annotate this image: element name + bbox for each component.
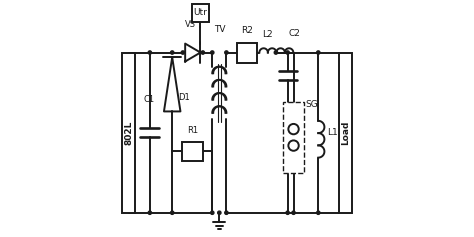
Text: Load: Load (341, 120, 350, 145)
Text: R1: R1 (187, 126, 198, 135)
Circle shape (292, 211, 295, 214)
Bar (192, 4, 209, 22)
Circle shape (210, 211, 214, 214)
Circle shape (210, 51, 214, 54)
Circle shape (317, 51, 320, 54)
Text: L1: L1 (327, 128, 337, 137)
Circle shape (148, 211, 152, 214)
Circle shape (225, 51, 228, 54)
Circle shape (225, 211, 228, 214)
Text: VS: VS (185, 20, 196, 29)
Text: SG: SG (305, 100, 318, 109)
Bar (122, 53, 135, 213)
Circle shape (317, 211, 320, 214)
Text: L2: L2 (262, 30, 273, 39)
Text: 802L: 802L (124, 120, 133, 145)
Circle shape (171, 51, 174, 54)
Bar (283, 102, 304, 173)
Circle shape (181, 51, 184, 54)
Bar (339, 53, 352, 213)
Circle shape (286, 51, 289, 54)
Polygon shape (164, 57, 181, 111)
Text: Utr: Utr (193, 9, 208, 18)
Circle shape (286, 211, 289, 214)
Text: C1: C1 (143, 95, 154, 104)
Circle shape (288, 140, 299, 151)
Text: D1: D1 (178, 93, 190, 102)
Circle shape (201, 51, 204, 54)
Polygon shape (185, 44, 201, 61)
Circle shape (274, 51, 277, 54)
Circle shape (218, 211, 221, 214)
Text: C2: C2 (289, 29, 301, 38)
Circle shape (148, 51, 152, 54)
Circle shape (288, 124, 299, 134)
Text: TV: TV (214, 25, 225, 34)
Bar (237, 42, 257, 63)
Bar (182, 142, 203, 161)
Circle shape (171, 211, 174, 214)
Text: R2: R2 (241, 27, 253, 36)
